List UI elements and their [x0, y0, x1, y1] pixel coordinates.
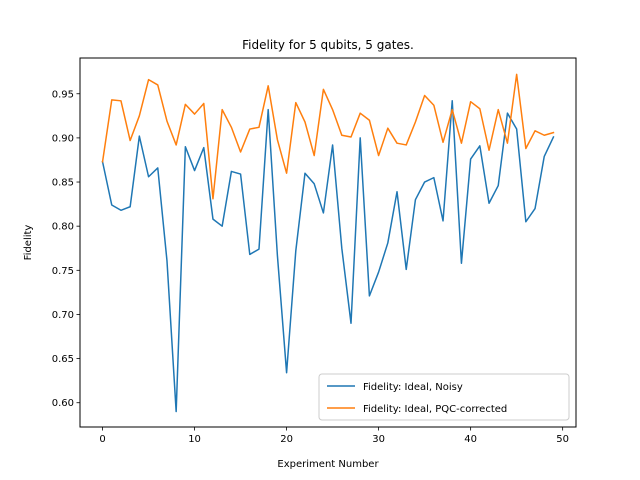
- y-tick-label: 0.60: [52, 398, 74, 409]
- legend-label-noisy: Fidelity: Ideal, Noisy: [363, 382, 463, 393]
- series-line-pqc-corrected: [101, 73, 555, 200]
- y-tick-label: 0.75: [52, 266, 74, 277]
- legend: Fidelity: Ideal, Noisy Fidelity: Ideal, …: [318, 373, 570, 421]
- axes-frame: [79, 57, 577, 428]
- x-tick-label: 10: [188, 434, 201, 445]
- plot-area: 0 10 20 30 40 50 0.60 0.65 0.70 0.75 0.80 0.85 0.90 0…: [52, 73, 569, 445]
- y-tick-label: 0.80: [52, 222, 74, 233]
- x-tick-label: 20: [280, 434, 293, 445]
- legend-box: [318, 373, 570, 421]
- y-tick-label: 0.65: [52, 354, 74, 365]
- y-tick-label: 0.85: [52, 178, 74, 189]
- legend-label-pqc-corrected: Fidelity: Ideal, PQC-corrected: [363, 404, 507, 415]
- x-tick-label: 0: [99, 434, 105, 445]
- y-tick-label: 0.70: [52, 310, 74, 321]
- x-tick-label: 50: [556, 434, 569, 445]
- x-axis-label: Experiment Number: [277, 459, 379, 470]
- y-axis-label: Fidelity: [23, 225, 34, 261]
- chart-title: Fidelity for 5 qubits, 5 gates.: [242, 38, 414, 52]
- series-line-noisy: [101, 100, 555, 413]
- y-tick-label: 0.95: [52, 89, 74, 100]
- x-tick-label: 30: [372, 434, 385, 445]
- y-tick-label: 0.90: [52, 133, 74, 144]
- x-tick-label: 40: [464, 434, 477, 445]
